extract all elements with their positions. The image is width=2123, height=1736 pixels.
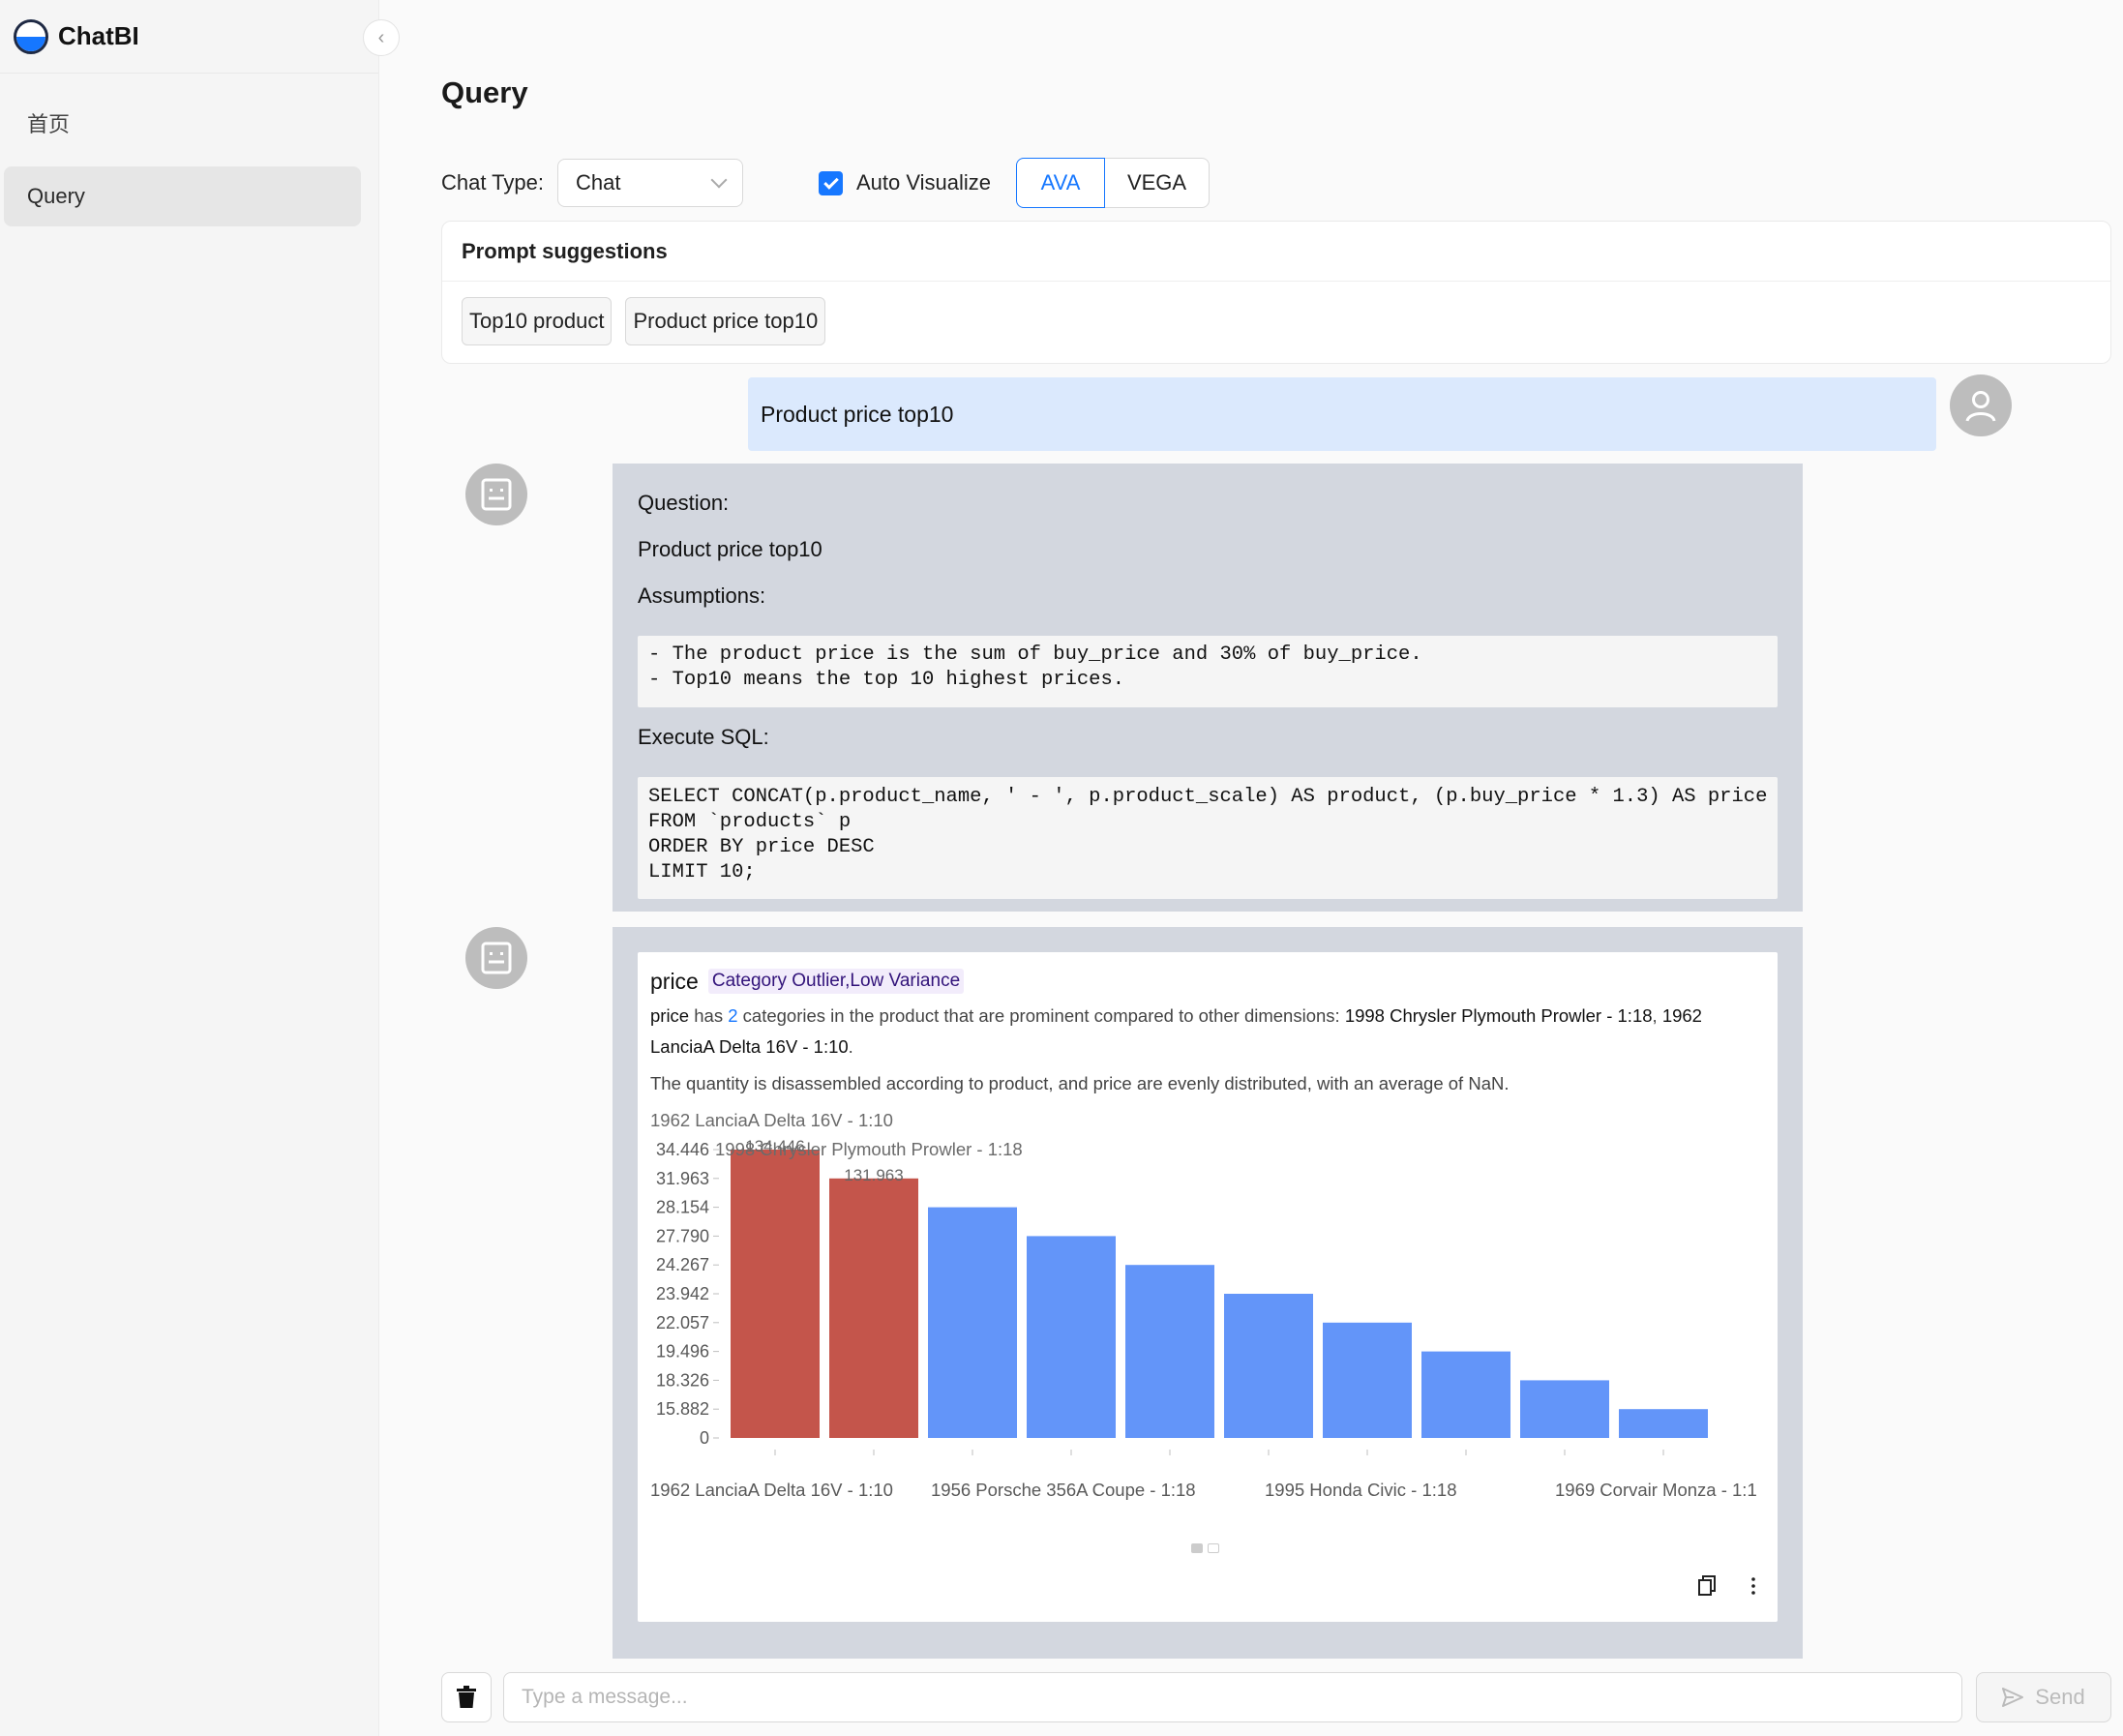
visualization-bubble: price Category Outlier,Low Variance pric…: [613, 927, 1803, 1659]
sidebar-item-query[interactable]: Query: [4, 166, 361, 226]
assumptions-block: - The product price is the sum of buy_pr…: [638, 636, 1778, 707]
renderer-ava-button[interactable]: AVA: [1016, 158, 1106, 208]
y-tick-label: 34.446: [656, 1140, 709, 1159]
y-tick-label: 15.882: [656, 1399, 709, 1419]
page-title: Query: [441, 75, 528, 109]
sidebar-collapse-button[interactable]: ‹: [363, 19, 400, 56]
y-tick-label: 27.790: [656, 1226, 709, 1245]
send-button[interactable]: Send: [1976, 1672, 2111, 1722]
x-tick-label: 1995 Honda Civic - 1:18: [1265, 1480, 1456, 1500]
auto-visualize-label[interactable]: Auto Visualize: [856, 170, 992, 195]
price-bar-chart: 34.446 31.963 28.154 27.790 24.267 23.942 22.0…: [650, 1110, 1757, 1500]
y-tick-label: 24.267: [656, 1255, 709, 1274]
x-tick-label: 1956 Porsche 356A Coupe - 1:18: [931, 1480, 1196, 1500]
send-label: Send: [2035, 1685, 2085, 1709]
renderer-toggle: AVA VEGA: [1016, 158, 1211, 208]
question-label: Question:: [638, 491, 730, 515]
chatbi-logo-icon: [14, 18, 48, 54]
bar: [731, 1150, 820, 1438]
bar-value-label: 134.446: [745, 1137, 804, 1155]
chevron-down-icon: [710, 171, 728, 189]
bar: [1027, 1236, 1116, 1438]
bar: [1224, 1294, 1313, 1438]
chat-type-value: Chat: [576, 170, 621, 195]
bar-value-label: 131.963: [844, 1166, 903, 1184]
sidebar-item-label: 首页: [27, 112, 71, 136]
assumptions-label: Assumptions:: [638, 584, 766, 608]
clear-chat-button[interactable]: [441, 1672, 492, 1722]
y-tick-label: 18.326: [656, 1370, 709, 1390]
prompt-suggestions-card: Prompt suggestions Top10 product Product…: [441, 221, 2111, 364]
send-icon: [2002, 1688, 2024, 1707]
chevron-left-icon: ‹: [377, 26, 385, 48]
insight-distribution-text: The quantity is disassembled according t…: [650, 1073, 1510, 1093]
user-message: Product price top10: [748, 377, 1936, 451]
x-tick-label: 1969 Corvair Monza - 1:1: [1555, 1480, 1757, 1500]
prompt-suggestions-title: Prompt suggestions: [442, 222, 2110, 282]
y-tick-label: 22.057: [656, 1313, 709, 1332]
y-tick-label: 23.942: [656, 1284, 709, 1303]
answer-bubble: Question: Product price top10 Assumption…: [613, 464, 1803, 912]
y-tick-label: 0: [700, 1428, 709, 1448]
bot-avatar-icon: [465, 927, 527, 989]
sidebar: ChatBI 首页 Query: [0, 0, 379, 1736]
trash-icon: [457, 1686, 476, 1708]
pager-dot[interactable]: [1208, 1543, 1219, 1553]
chat-type-select[interactable]: Chat: [557, 159, 743, 207]
check-icon: [822, 173, 839, 190]
outlier-callout: 1962 LanciaA Delta 16V - 1:10: [650, 1110, 893, 1130]
prompt-chip[interactable]: Product price top10: [625, 297, 826, 345]
bar: [829, 1178, 918, 1438]
bar: [1125, 1265, 1214, 1438]
chart-pager[interactable]: [1191, 1543, 1219, 1553]
bar: [1520, 1380, 1609, 1438]
copy-icon[interactable]: [1696, 1574, 1718, 1602]
bar: [1619, 1409, 1708, 1438]
sql-block: SELECT CONCAT(p.product_name, ' - ', p.p…: [638, 777, 1778, 899]
sql-label: Execute SQL:: [638, 725, 769, 749]
toolbar: Chat Type: Chat Auto Visualize AVA VEGA: [441, 158, 1211, 208]
question-text: Product price top10: [638, 537, 822, 561]
composer: Send: [441, 1672, 2111, 1722]
insight-field: price: [650, 968, 699, 994]
app-name: ChatBI: [58, 21, 139, 50]
insight-tag: Category Outlier,Low Variance: [707, 969, 965, 994]
x-tick-label: 1962 LanciaA Delta 16V - 1:10: [650, 1480, 893, 1500]
auto-visualize-checkbox[interactable]: [819, 170, 843, 195]
prompt-chip[interactable]: Top10 product: [462, 297, 613, 345]
sidebar-item-label: Query: [27, 184, 85, 208]
insight-description: price has 2 categories in the product th…: [650, 1005, 1702, 1057]
insight-card: price Category Outlier,Low Variance pric…: [638, 952, 1778, 1622]
outlier-callout: 1998 Chrysler Plymouth Prowler - 1:18: [715, 1139, 1023, 1159]
y-tick-label: 19.496: [656, 1342, 709, 1362]
bar: [928, 1207, 1017, 1438]
bar: [1323, 1322, 1412, 1438]
renderer-vega-button[interactable]: VEGA: [1105, 158, 1211, 208]
bot-avatar-icon: [465, 464, 527, 525]
main-content: Query Chat Type: Chat Auto Visualize AVA…: [441, 0, 2111, 1736]
user-avatar-icon: [1950, 374, 2012, 436]
sidebar-item-home[interactable]: 首页: [4, 93, 361, 153]
y-tick-label: 28.154: [656, 1198, 709, 1217]
brand: ChatBI: [0, 0, 378, 74]
chat-type-label: Chat Type:: [441, 170, 544, 195]
y-tick-label: 31.963: [656, 1169, 709, 1188]
more-options-icon[interactable]: [1750, 1576, 1756, 1601]
pager-dot[interactable]: [1191, 1543, 1203, 1553]
bar: [1421, 1351, 1510, 1438]
message-input[interactable]: [503, 1672, 1962, 1722]
